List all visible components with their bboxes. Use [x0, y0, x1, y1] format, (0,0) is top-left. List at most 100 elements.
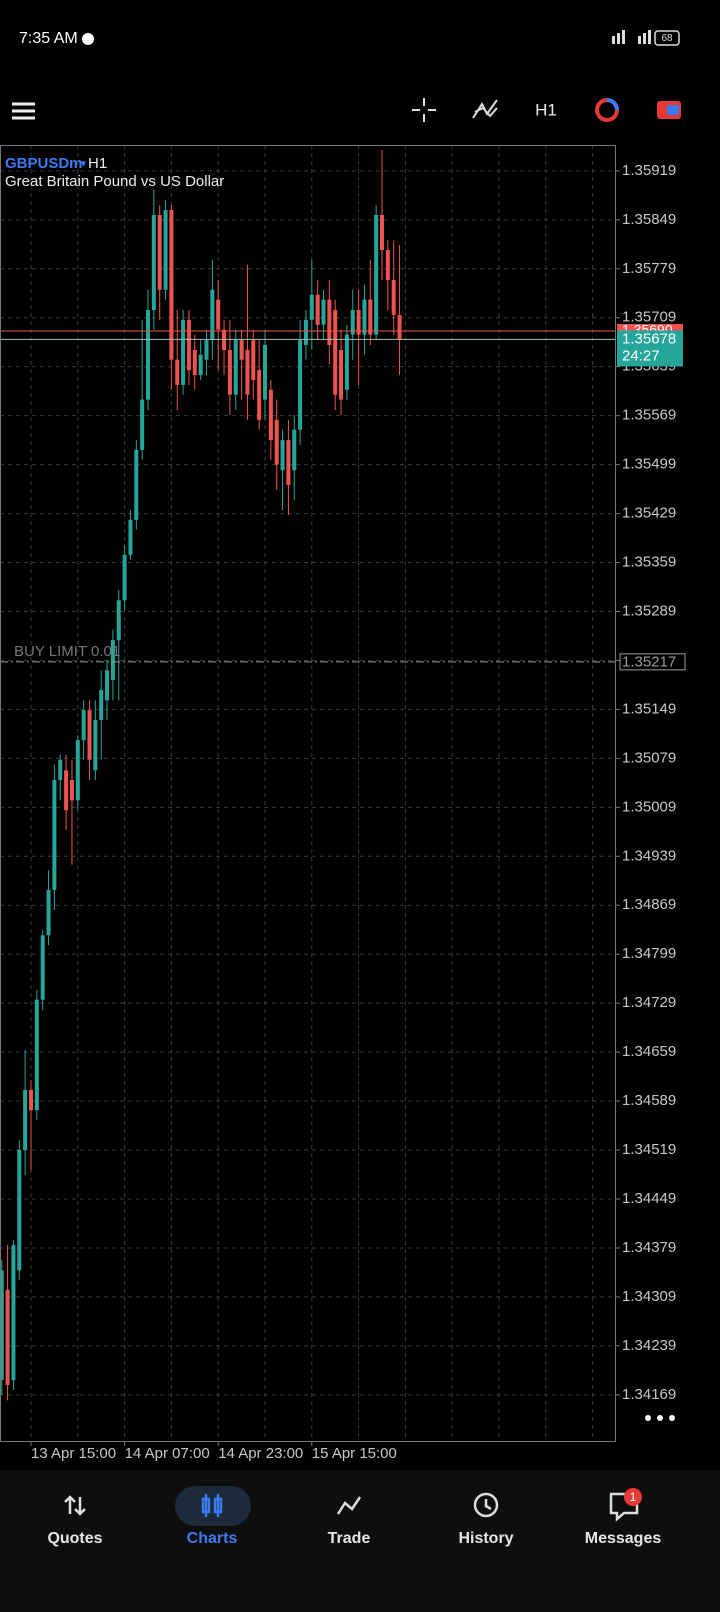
badge-count: 1 — [630, 1490, 637, 1504]
y-tick-label: 1.35849 — [622, 211, 676, 228]
order-price-box — [619, 653, 686, 671]
signal-icons — [612, 30, 651, 44]
candle-body — [52, 780, 57, 890]
candle-body — [110, 640, 115, 681]
candle-body — [227, 349, 232, 395]
y-tick-label: 1.35079 — [622, 749, 676, 766]
candle-body — [333, 310, 338, 395]
y-tick-label: 1.35429 — [622, 505, 676, 522]
countdown: 24:27 — [622, 347, 660, 364]
candle-body — [122, 554, 127, 601]
y-tick-label: 1.35149 — [622, 700, 676, 717]
candle-body — [309, 294, 314, 320]
candle-body — [11, 1245, 16, 1381]
timeframe-button[interactable]: H1 — [535, 100, 557, 119]
nav-label[interactable]: Charts — [187, 1530, 238, 1547]
candle-body — [374, 214, 379, 335]
candle-body — [40, 935, 45, 1000]
chart-timeframe: H1 — [88, 155, 107, 172]
candle-body — [5, 1289, 10, 1386]
y-tick-label: 1.34659 — [622, 1043, 676, 1060]
indicators-button[interactable] — [472, 99, 498, 119]
chart: 1.34169 1.34239 1.34309 1.34379 1.34449 1.345… — [0, 145, 686, 1462]
candle-body — [58, 759, 63, 781]
symbol: GBPUSDm — [5, 155, 83, 172]
candle-body — [362, 299, 367, 335]
menu-button[interactable] — [12, 102, 35, 120]
y-tick-label: 1.35919 — [622, 162, 676, 179]
candle-body — [169, 210, 174, 360]
x-tick-label: 15 Apr 15:00 — [312, 1445, 397, 1462]
candle-body — [204, 340, 209, 360]
trade-icon[interactable] — [336, 1496, 362, 1515]
nav-label[interactable]: Quotes — [47, 1530, 102, 1547]
crosshair-button[interactable] — [412, 98, 436, 122]
y-tick-label: 1.34939 — [622, 847, 676, 864]
x-tick-label: 14 Apr 23:00 — [218, 1445, 303, 1462]
y-tick-label: 1.35009 — [622, 798, 676, 815]
candle-body — [128, 519, 133, 555]
order-label: BUY LIMIT 0.01 — [14, 643, 120, 660]
chart-border — [0, 145, 616, 1442]
y-tick-label: 1.34729 — [622, 994, 676, 1011]
candle-body — [87, 710, 92, 760]
candle-body — [210, 289, 215, 341]
candle-body — [268, 389, 273, 441]
candle-body — [17, 1150, 22, 1271]
candle-body — [192, 349, 197, 376]
y-tick-label: 1.35779 — [622, 260, 676, 277]
y-tick-label: 1.34589 — [622, 1092, 676, 1109]
nav-bar — [0, 1470, 720, 1612]
candle-body — [69, 780, 74, 801]
candle-body — [99, 689, 104, 720]
history-icon[interactable] — [473, 1492, 499, 1518]
nav-labels: Quotes Charts Trade History Messages — [47, 1530, 661, 1547]
quotes-icon[interactable] — [64, 1495, 86, 1516]
charts-icon[interactable] — [201, 1494, 223, 1517]
candle-body — [303, 319, 308, 346]
y-tick-label: 1.35709 — [622, 309, 676, 326]
nav-label[interactable]: History — [458, 1530, 513, 1547]
symbol-dropdown[interactable]: ▼ — [79, 158, 88, 168]
candle-body — [140, 399, 145, 450]
candle-body — [321, 299, 326, 325]
candle-body — [134, 449, 139, 520]
candle-body — [315, 294, 320, 325]
candle-body — [286, 440, 291, 485]
candle-body — [46, 889, 51, 936]
bid-label: 1.35678 — [622, 330, 676, 347]
candle-body — [356, 310, 361, 335]
candle-body — [391, 279, 396, 315]
objects-button[interactable] — [595, 98, 619, 122]
x-tick-label: 13 Apr 15:00 — [31, 1445, 116, 1462]
status-time: 7:35 AM — [19, 30, 78, 47]
nav-label[interactable]: Trade — [328, 1530, 371, 1547]
nav-label[interactable]: Messages — [585, 1530, 662, 1547]
candle-body — [292, 429, 297, 471]
candle-body — [327, 299, 332, 346]
candle-body — [216, 299, 221, 330]
candle-body — [34, 999, 39, 1111]
trade-button[interactable] — [657, 101, 681, 119]
y-tick-label: 1.35569 — [622, 407, 676, 424]
candle-body — [280, 440, 285, 471]
candle-body — [368, 299, 373, 335]
candle-body — [163, 210, 168, 290]
candle-body — [157, 214, 162, 290]
badge — [624, 1488, 642, 1506]
candle-body — [251, 340, 256, 381]
nav-active-pill — [175, 1486, 251, 1526]
candle-body — [0, 1270, 4, 1381]
battery-level: 68 — [661, 33, 673, 44]
bid-box — [617, 330, 683, 367]
candle-body — [239, 340, 244, 360]
candle-body — [81, 710, 86, 741]
candle-body — [93, 719, 98, 771]
status-dot — [82, 33, 94, 45]
candle-body — [23, 1089, 28, 1151]
more-button[interactable] — [645, 1415, 675, 1421]
y-tick-label: 1.35359 — [622, 554, 676, 571]
candle-body — [151, 214, 156, 311]
candle-body — [29, 1089, 33, 1111]
symbol-description: Great Britain Pound vs US Dollar — [5, 173, 224, 190]
